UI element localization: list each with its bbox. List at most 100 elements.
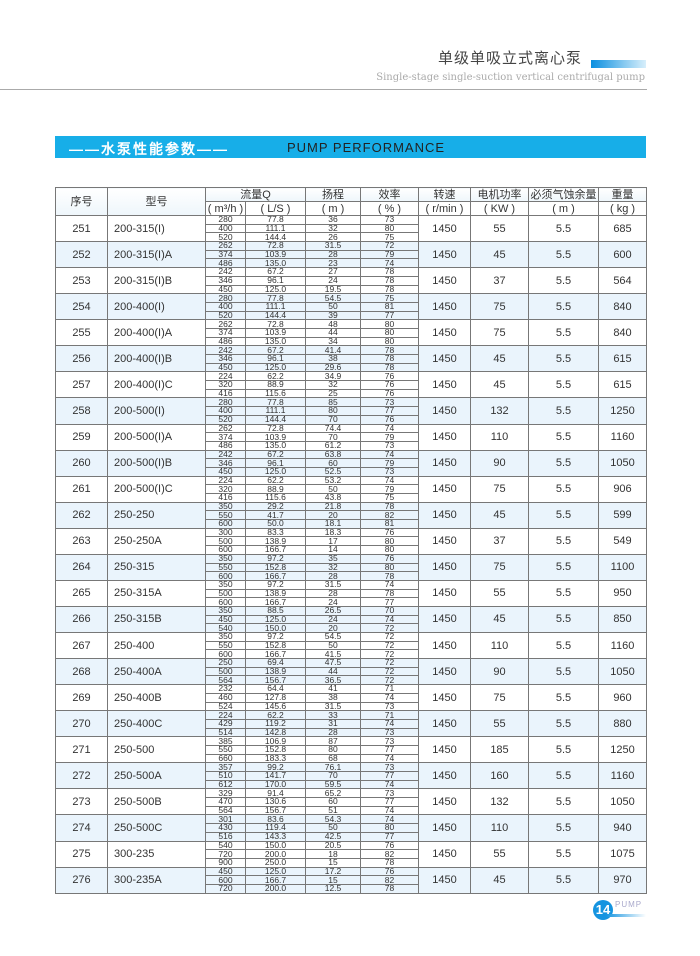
- table-row: 268 250-400A 250 69.4 47.5 72 1450 90 5.5 1050: [55, 658, 647, 686]
- cell-head: 25: [305, 388, 361, 399]
- cell-flow-m3h: 346: [205, 354, 246, 364]
- cell-flow-m3h: 280: [205, 215, 246, 225]
- cell-no: 276: [55, 866, 108, 894]
- cell-eff: 72: [360, 675, 419, 686]
- cell-head: 31.5: [305, 701, 361, 712]
- cell-eff: 78: [360, 362, 419, 373]
- cell-flow-ls: 166.7: [245, 571, 306, 581]
- cell-head: 32: [305, 223, 361, 234]
- cell-eff: 73: [360, 701, 419, 712]
- cell-eff: 73: [360, 736, 419, 746]
- cell-flow-m3h: 900: [205, 857, 246, 868]
- cell-npsh: 5.5: [528, 866, 599, 894]
- cell-eff: 78: [360, 345, 419, 355]
- table-row: 600 166.7 28 78: [56, 571, 647, 581]
- cell-flow-m3h: 350: [205, 501, 246, 512]
- cell-flow-ls: 62.2: [245, 371, 306, 382]
- cell-head: 21.8: [305, 501, 361, 512]
- col-speed: 转速: [418, 187, 471, 202]
- cell-head: 32: [305, 562, 361, 573]
- cell-flow-m3h: 600: [205, 571, 246, 581]
- table-row: 600 166.7 15 82: [56, 875, 647, 885]
- cell-head: 34: [305, 336, 361, 347]
- cell-power: 45: [470, 501, 529, 529]
- cell-flow-ls: 130.6: [245, 797, 306, 807]
- table-row: 261 200-500(I)C 224 62.2 53.2 74 1450 75 5.5 906: [55, 475, 647, 503]
- cell-eff: 71: [360, 710, 419, 720]
- cell-flow-m3h: 385: [205, 736, 246, 746]
- cell-power: 45: [470, 371, 529, 399]
- cell-flow-m3h: 374: [205, 249, 246, 260]
- cell-flow-m3h: 600: [205, 545, 246, 555]
- cell-eff: 70: [360, 605, 419, 616]
- cell-eff: 79: [360, 249, 419, 260]
- cell-flow-ls: 200.0: [245, 883, 306, 894]
- cell-flow-m3h: 500: [205, 666, 246, 677]
- cell-speed: 1450: [418, 710, 471, 738]
- cell-weight: 549: [598, 527, 647, 555]
- cell-flow-ls: 96.1: [245, 275, 306, 286]
- cell-no: 270: [55, 710, 108, 738]
- cell-speed: 1450: [418, 371, 471, 399]
- cell-weight: 1050: [598, 658, 647, 686]
- cell-npsh: 5.5: [528, 397, 599, 425]
- cell-flow-m3h: 450: [205, 362, 246, 373]
- cell-flow-m3h: 232: [205, 684, 246, 694]
- cell-model: 200-315(I): [107, 214, 206, 243]
- cell-eff: 77: [360, 406, 419, 416]
- cell-eff: 74: [360, 718, 419, 729]
- cell-no: 256: [55, 345, 108, 373]
- cell-eff: 72: [360, 666, 419, 677]
- cell-flow-m3h: 262: [205, 241, 246, 251]
- cell-flow-ls: 200.0: [245, 849, 306, 859]
- cell-eff: 74: [360, 614, 419, 625]
- cell-eff: 75: [360, 493, 419, 503]
- cell-flow-ls: 166.7: [245, 649, 306, 660]
- col-no: 序号: [55, 187, 108, 216]
- cell-weight: 850: [598, 605, 647, 634]
- cell-flow-ls: 96.1: [245, 354, 306, 364]
- cell-flow-ls: 97.2: [245, 553, 306, 564]
- cell-flow-ls: 141.7: [245, 771, 306, 781]
- table-row: 273 250-500B 329 91.4 65.2 73 1450 132 5.5 1050: [55, 788, 647, 816]
- cell-flow-m3h: 350: [205, 632, 246, 642]
- cell-eff: 77: [360, 797, 419, 807]
- cell-speed: 1450: [418, 579, 471, 607]
- cell-flow-ls: 72.8: [245, 241, 306, 251]
- cell-head: 50: [305, 640, 361, 651]
- cell-eff: 78: [360, 857, 419, 868]
- cell-eff: 80: [360, 823, 419, 833]
- cell-flow-m3h: 510: [205, 771, 246, 781]
- cell-flow-ls: 83.6: [245, 814, 306, 825]
- cell-flow-m3h: 346: [205, 275, 246, 286]
- cell-head: 15: [305, 875, 361, 885]
- cell-flow-m3h: 350: [205, 553, 246, 564]
- cell-speed: 1450: [418, 319, 471, 347]
- cell-flow-ls: 96.1: [245, 458, 306, 468]
- cell-head: 32: [305, 380, 361, 390]
- cell-head: 60: [305, 797, 361, 807]
- cell-flow-ls: 111.1: [245, 406, 306, 416]
- cell-head: 24: [305, 275, 361, 286]
- cell-flow-m3h: 486: [205, 258, 246, 269]
- unit-power: ( KW ): [470, 201, 529, 216]
- cell-model: 200-500(I)A: [107, 423, 206, 451]
- cell-power: 45: [470, 866, 529, 894]
- cell-flow-ls: 103.9: [245, 249, 306, 260]
- cell-head: 24: [305, 597, 361, 607]
- cell-no: 251: [55, 214, 108, 243]
- cell-flow-ls: 152.8: [245, 744, 306, 755]
- cell-model: 200-315(I)B: [107, 267, 206, 295]
- cell-flow-m3h: 320: [205, 484, 246, 494]
- cell-flow-m3h: 416: [205, 493, 246, 503]
- cell-npsh: 5.5: [528, 605, 599, 634]
- cell-eff: 72: [360, 241, 419, 251]
- table-row: 400 111.1 32 80: [56, 223, 647, 234]
- cell-head: 23: [305, 258, 361, 269]
- cell-head: 54.5: [305, 293, 361, 303]
- cell-flow-ls: 97.2: [245, 632, 306, 642]
- cell-eff: 73: [360, 762, 419, 772]
- cell-head: 47.5: [305, 658, 361, 668]
- cell-eff: 76: [360, 527, 419, 538]
